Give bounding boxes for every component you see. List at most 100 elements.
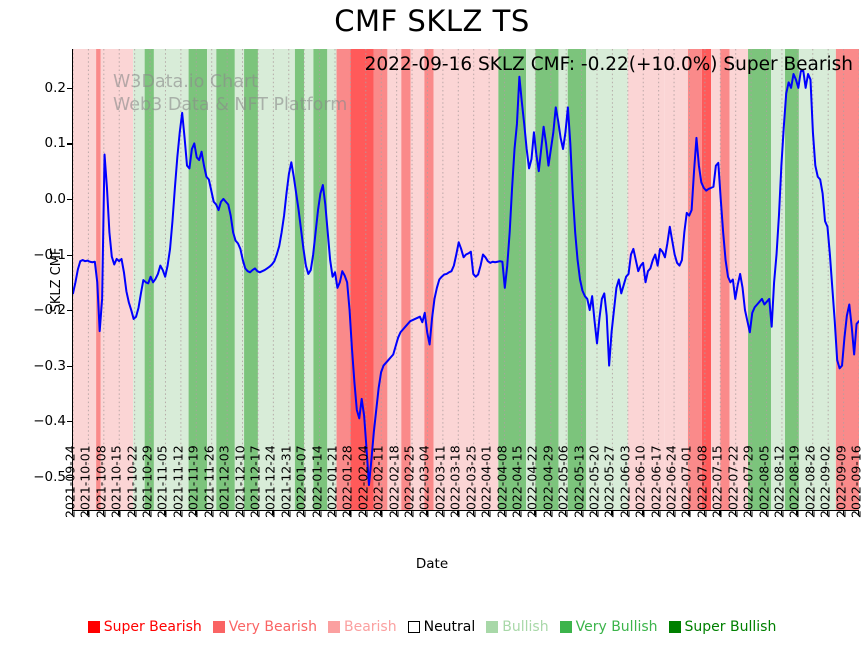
x-tick-label: 2022-05-27 [601,445,617,518]
x-tick-label: 2022-01-07 [293,445,309,518]
x-tick-mark [611,510,613,515]
x-tick-label: 2022-05-20 [586,445,602,518]
legend-label: Super Bearish [103,619,202,635]
legend-item-very-bullish[interactable]: Very Bullish [559,619,658,635]
x-tick-mark [703,510,706,515]
x-tick-label: 2022-02-11 [370,445,386,518]
x-tick-label: 2022-02-18 [386,445,402,518]
y-tick-label: −0.1 [33,246,66,263]
x-tick-label: 2021-10-22 [124,445,140,518]
x-tick-mark [811,510,814,515]
y-tick-label: −0.4 [33,413,66,430]
x-tick-mark [642,510,644,515]
x-tick-mark [719,510,721,515]
x-tick-label: 2022-08-12 [771,445,787,518]
legend-item-bearish[interactable]: Bearish [327,619,397,635]
y-tick-mark [67,421,72,423]
y-tick-mark [67,143,72,145]
x-tick-mark [334,510,336,515]
x-tick-label: 2022-05-06 [555,445,571,518]
x-tick-mark [796,510,798,515]
x-tick-label: 2022-09-09 [833,445,849,518]
y-tick-label: 0.2 [44,79,66,96]
x-tick-mark [133,510,135,515]
x-tick-mark [149,510,151,515]
x-tick-label: 2022-03-11 [432,445,448,518]
x-tick-label: 2021-12-24 [262,445,278,518]
legend-item-bullish[interactable]: Bullish [486,619,549,635]
x-tick-label: 2021-12-10 [232,445,248,518]
x-tick-label: 2022-08-19 [786,445,802,518]
x-tick-label: 2022-07-01 [678,445,694,518]
page-title: CMF SKLZ TS [334,4,530,38]
x-tick-label: 2022-06-03 [617,445,633,518]
y-tick-label: −0.3 [33,357,66,374]
x-tick-mark [673,510,675,515]
x-axis: 2021-09-24 2021-10-01 2021-10-08 2021-10-15… [63,445,864,610]
legend-item-super-bullish[interactable]: Super Bullish [668,619,776,635]
legend-item-super-bearish[interactable]: Super Bearish [87,619,202,635]
y-tick-mark [67,476,72,478]
x-tick-label: 2022-04-08 [494,445,510,518]
x-tick-mark [241,510,243,515]
legend-label: Bullish [502,619,549,635]
x-tick-label: 2021-12-17 [247,445,263,518]
y-axis: SKLZ CMF 0.2 0.1 0.0 −0.1 −0.2 −0.3 −0.4 −0.5 [33,49,858,510]
x-tick-label: 2022-04-01 [478,445,494,518]
x-tick-mark [364,510,367,515]
x-axis-label: Date [415,556,449,572]
x-tick-mark [72,510,74,515]
x-tick-mark [303,510,305,515]
regime-band-layer [73,49,859,510]
x-tick-label: 2022-01-14 [309,445,325,518]
x-tick-label: 2022-01-28 [339,445,355,518]
x-tick-label: 2022-07-08 [694,445,710,518]
y-tick-label: −0.5 [33,468,66,485]
x-tick-label: 2021-09-24 [62,445,78,518]
x-tick-label: 2021-11-19 [185,445,201,518]
y-tick-label: 0.1 [44,135,66,152]
x-tick-mark [118,510,120,515]
x-tick-mark [380,510,382,515]
y-tick-mark [67,365,72,367]
x-tick-mark [734,510,736,515]
x-tick-label: 2021-10-01 [77,445,93,518]
x-tick-mark [827,510,829,515]
legend-label: Bearish [343,619,397,635]
x-tick-mark [195,510,197,515]
x-tick-label: 2022-03-04 [416,445,432,518]
x-tick-mark [226,510,228,515]
y-tick-label: 0.0 [44,190,66,207]
x-tick-label: 2022-03-25 [463,445,479,518]
x-tick-label: 2021-12-03 [216,445,232,518]
x-tick-mark [164,510,166,515]
x-tick-mark [488,510,490,515]
x-tick-label: 2021-12-31 [278,445,294,518]
x-tick-mark [503,510,505,515]
x-tick-mark [102,510,105,515]
x-tick-label: 2022-03-18 [447,445,463,518]
legend-swatch-icon [486,621,499,633]
x-tick-mark [565,510,567,515]
x-tick-mark [596,510,598,515]
y-tick-mark [67,87,72,90]
x-tick-mark [858,510,860,515]
x-tick-label: 2021-10-29 [139,445,155,518]
x-tick-label: 2021-11-12 [170,445,186,518]
x-tick-mark [272,510,274,515]
x-tick-label: 2021-10-15 [108,445,124,518]
x-tick-mark [780,510,783,515]
legend-swatch-icon [212,621,225,633]
legend-item-neutral[interactable]: Neutral [407,619,475,635]
x-tick-mark [426,510,428,515]
x-tick-mark [549,510,552,515]
x-tick-mark [534,510,536,515]
y-tick-mark [67,254,72,256]
x-tick-label: 2022-08-26 [802,445,818,518]
x-tick-label: 2022-06-10 [632,445,648,518]
x-tick-mark [688,510,690,515]
x-tick-label: 2021-11-05 [154,445,170,518]
x-tick-mark [349,510,351,515]
legend-item-very-bearish[interactable]: Very Bearish [212,619,317,635]
